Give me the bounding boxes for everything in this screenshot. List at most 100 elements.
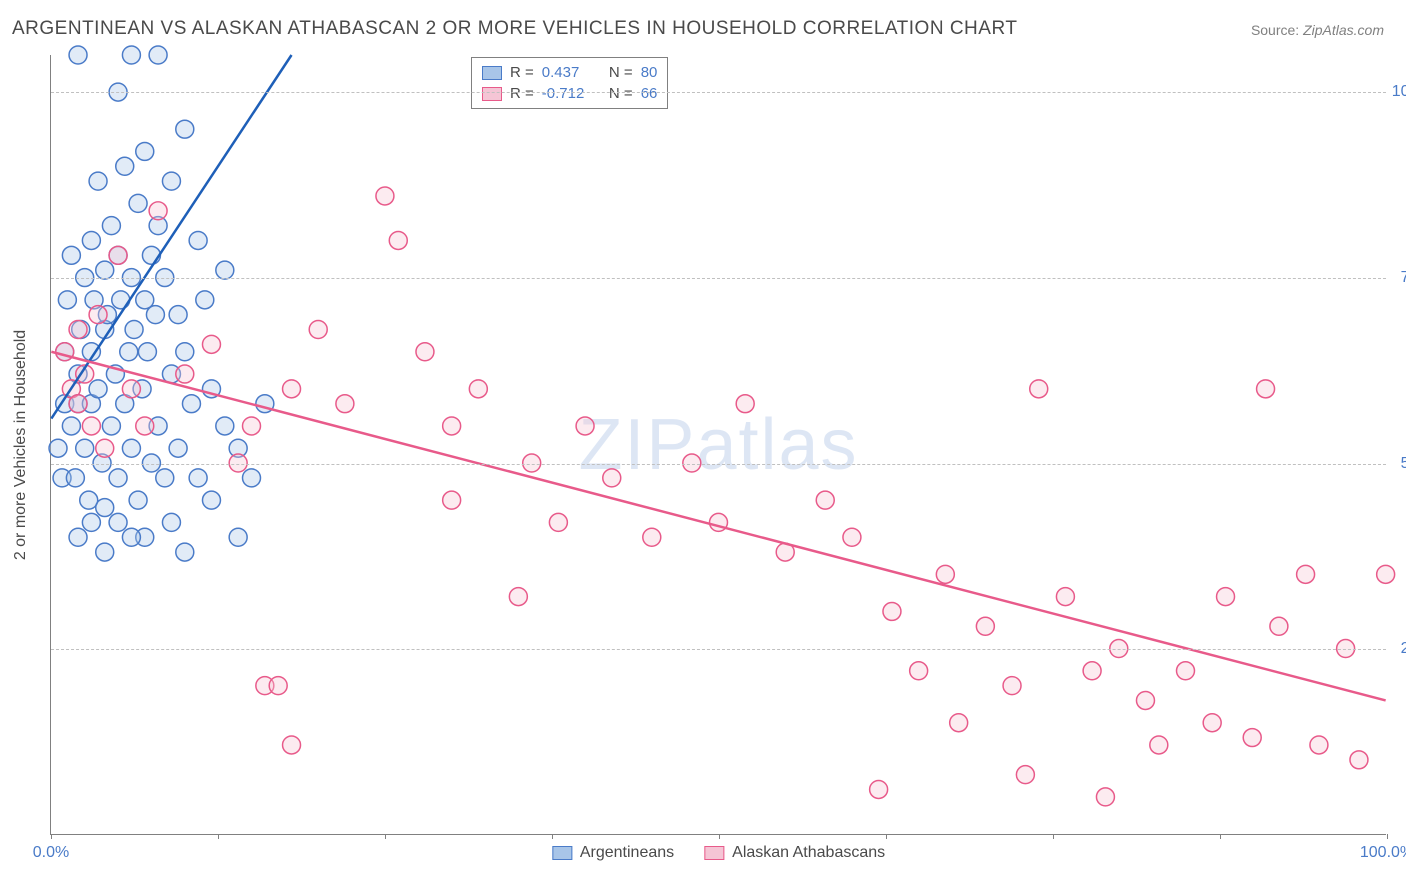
data-point <box>216 261 234 279</box>
y-tick-label: 25.0% <box>1391 640 1406 658</box>
x-tick <box>719 834 720 839</box>
data-point <box>603 469 621 487</box>
data-point <box>376 187 394 205</box>
data-point <box>162 172 180 190</box>
data-point <box>125 321 143 339</box>
data-point <box>1217 588 1235 606</box>
data-point <box>1083 662 1101 680</box>
data-point <box>336 395 354 413</box>
data-point <box>509 588 527 606</box>
data-point <box>910 662 928 680</box>
x-tick <box>51 834 52 839</box>
chart-container: ARGENTINEAN VS ALASKAN ATHABASCAN 2 OR M… <box>0 0 1406 892</box>
x-tick <box>1053 834 1054 839</box>
data-point <box>1310 736 1328 754</box>
data-point <box>202 335 220 353</box>
y-axis-title: 2 or more Vehicles in Household <box>12 329 30 559</box>
data-point <box>1350 751 1368 769</box>
x-tick <box>1387 834 1388 839</box>
y-tick-label: 50.0% <box>1391 455 1406 473</box>
data-point <box>736 395 754 413</box>
data-point <box>89 306 107 324</box>
data-point <box>309 321 327 339</box>
data-point <box>129 194 147 212</box>
data-point <box>162 513 180 531</box>
data-point <box>89 380 107 398</box>
data-point <box>176 365 194 383</box>
data-point <box>1270 617 1288 635</box>
data-point <box>102 217 120 235</box>
data-point <box>416 343 434 361</box>
data-point <box>122 380 140 398</box>
data-point <box>549 513 567 531</box>
data-point <box>109 513 127 531</box>
data-point <box>82 231 100 249</box>
data-point <box>389 231 407 249</box>
data-point <box>269 677 287 695</box>
y-tick-label: 100.0% <box>1391 83 1406 101</box>
data-point <box>1177 662 1195 680</box>
data-point <box>156 469 174 487</box>
data-point <box>76 439 94 457</box>
swatch-blue-icon <box>552 846 572 860</box>
data-point <box>883 602 901 620</box>
trend-line <box>51 352 1385 701</box>
gridline <box>51 464 1386 465</box>
data-point <box>149 202 167 220</box>
data-point <box>82 417 100 435</box>
data-point <box>116 157 134 175</box>
legend-item-2: Alaskan Athabascans <box>704 844 885 862</box>
legend-label-1: Argentineans <box>580 844 674 862</box>
data-point <box>96 543 114 561</box>
data-point <box>843 528 861 546</box>
data-point <box>102 417 120 435</box>
data-point <box>149 46 167 64</box>
plot-area: 2 or more Vehicles in Household ZIPatlas… <box>50 55 1386 835</box>
data-point <box>443 417 461 435</box>
data-point <box>122 528 140 546</box>
data-point <box>936 565 954 583</box>
x-tick-label: 100.0% <box>1360 844 1406 862</box>
data-point <box>283 736 301 754</box>
y-tick-label: 75.0% <box>1391 269 1406 287</box>
data-point <box>196 291 214 309</box>
data-point <box>1243 729 1261 747</box>
x-tick-label: 0.0% <box>33 844 69 862</box>
data-point <box>229 528 247 546</box>
data-point <box>1003 677 1021 695</box>
data-point <box>1377 565 1395 583</box>
data-point <box>69 395 87 413</box>
data-point <box>976 617 994 635</box>
x-tick <box>218 834 219 839</box>
x-tick <box>552 834 553 839</box>
data-point <box>80 491 98 509</box>
data-point <box>136 142 154 160</box>
data-point <box>469 380 487 398</box>
data-point <box>176 120 194 138</box>
data-point <box>1150 736 1168 754</box>
data-point <box>49 439 67 457</box>
gridline <box>51 649 1386 650</box>
data-point <box>66 469 84 487</box>
data-point <box>1030 380 1048 398</box>
scatter-svg <box>51 55 1386 834</box>
x-tick <box>1220 834 1221 839</box>
data-point <box>216 417 234 435</box>
data-point <box>443 491 461 509</box>
gridline <box>51 278 1386 279</box>
data-point <box>816 491 834 509</box>
data-point <box>169 306 187 324</box>
data-point <box>146 306 164 324</box>
data-point <box>58 291 76 309</box>
gridline <box>51 92 1386 93</box>
data-point <box>96 439 114 457</box>
data-point <box>69 528 87 546</box>
data-point <box>1096 788 1114 806</box>
data-point <box>950 714 968 732</box>
source-label: Source: <box>1251 22 1299 38</box>
data-point <box>1257 380 1275 398</box>
data-point <box>643 528 661 546</box>
data-point <box>1056 588 1074 606</box>
legend-item-1: Argentineans <box>552 844 674 862</box>
data-point <box>122 439 140 457</box>
